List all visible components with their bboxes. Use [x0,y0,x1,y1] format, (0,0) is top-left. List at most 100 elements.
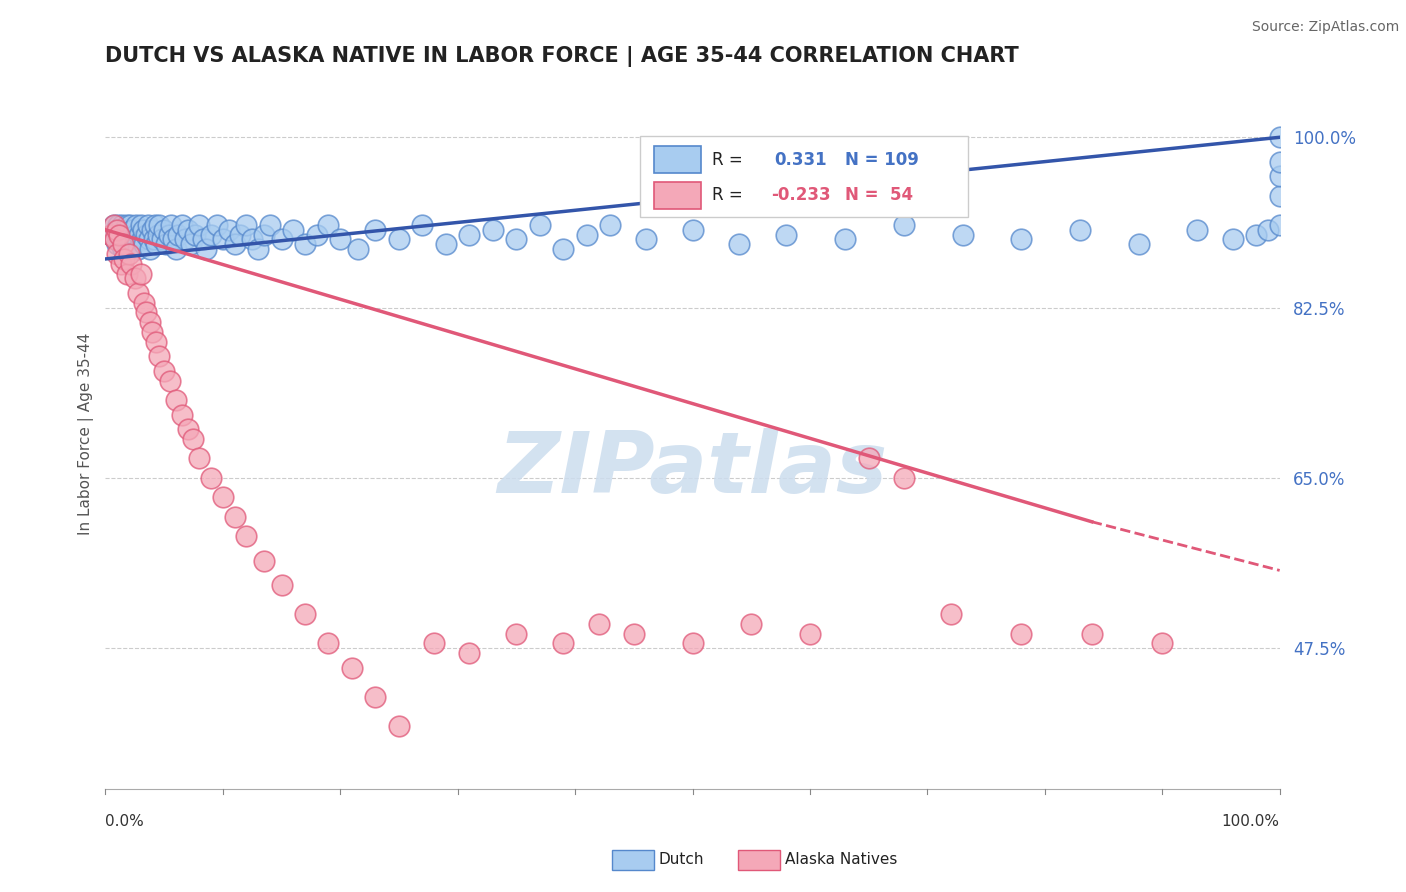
Point [247,242,270,256]
Point [135,305,157,319]
Point [318,218,340,232]
Point [176,223,198,237]
Point [1268,188,1291,202]
Bar [654,182,700,209]
Point [100,227,122,242]
Point [148,349,170,363]
Point [682,223,704,237]
Point [740,616,762,631]
Point [120,232,142,246]
Point [153,364,176,378]
Bar [654,146,700,173]
Point [104,232,127,246]
Point [105,227,128,242]
Point [108,232,131,246]
Point [240,232,263,246]
Point [129,218,152,232]
Point [553,636,575,650]
Point [118,218,141,232]
Point [131,232,153,246]
Point [122,237,145,252]
Point [174,232,197,246]
Point [124,271,146,285]
Point [1010,232,1032,246]
Point [553,242,575,256]
Point [411,218,433,232]
Point [211,232,233,246]
Point [211,491,233,505]
Point [176,422,198,436]
Point [121,223,143,237]
Y-axis label: In Labor Force | Age 35-44: In Labor Force | Age 35-44 [79,333,94,535]
Point [108,223,131,237]
Point [634,232,657,246]
Point [347,242,370,256]
Point [139,242,162,256]
Point [505,232,527,246]
Point [111,218,134,232]
Point [235,218,257,232]
Point [127,242,149,256]
Point [253,554,276,568]
Point [728,237,751,252]
Point [115,267,138,281]
Text: R =: R = [713,151,744,169]
Text: N =  54: N = 54 [845,186,914,204]
Point [858,451,880,466]
Point [139,315,162,329]
Point [799,626,821,640]
Point [318,636,340,650]
Point [157,227,180,242]
Point [118,242,141,256]
Point [188,451,211,466]
Point [148,227,170,242]
Point [159,374,181,388]
Text: R =: R = [713,186,744,204]
Point [434,237,457,252]
Point [200,227,222,242]
Point [183,432,205,446]
Text: -0.233: -0.233 [772,186,831,204]
Point [235,529,257,543]
Point [150,232,173,246]
Text: ZIPatlas: ZIPatlas [498,428,887,511]
Point [529,218,551,232]
Point [1257,223,1279,237]
Text: 0.331: 0.331 [775,151,827,169]
Point [575,227,598,242]
Text: Alaska Natives: Alaska Natives [785,853,897,867]
Point [588,616,610,631]
Point [112,223,135,237]
Point [505,626,527,640]
Point [103,218,125,232]
Point [153,223,176,237]
Point [118,247,141,261]
Point [162,232,184,246]
Point [253,227,276,242]
FancyBboxPatch shape [640,136,969,218]
Point [1069,223,1091,237]
Point [141,325,163,339]
Point [125,218,148,232]
Point [115,218,138,232]
Point [1128,237,1150,252]
Point [294,607,316,622]
Point [458,227,481,242]
Point [136,218,159,232]
Point [111,232,134,246]
Text: Dutch: Dutch [658,853,703,867]
Point [128,227,150,242]
Point [623,626,645,640]
Point [1268,218,1291,232]
Point [1222,232,1244,246]
Point [111,242,134,256]
Point [191,232,214,246]
Point [482,223,505,237]
Point [127,285,149,300]
Point [364,223,387,237]
Point [155,237,177,252]
Text: DUTCH VS ALASKA NATIVE IN LABOR FORCE | AGE 35-44 CORRELATION CHART: DUTCH VS ALASKA NATIVE IN LABOR FORCE | … [105,46,1019,67]
Point [270,578,292,592]
Point [120,257,142,271]
Point [1244,227,1267,242]
